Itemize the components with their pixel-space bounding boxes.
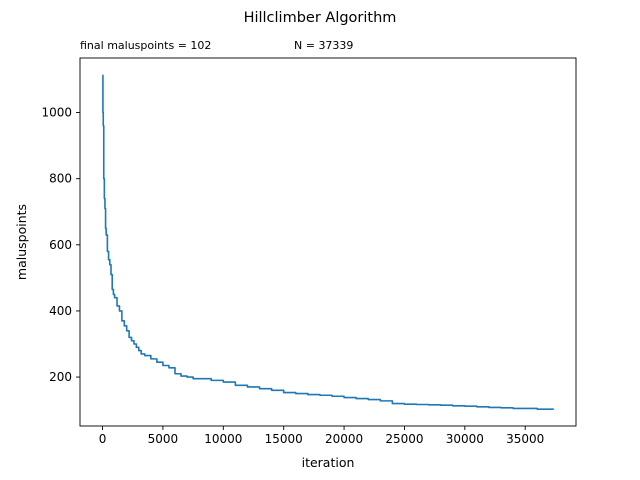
y-tick-label: 200 <box>49 370 72 384</box>
subtitle-final-maluspoints: final maluspoints = 102 <box>80 39 211 52</box>
x-tick-label: 25000 <box>385 432 423 446</box>
x-axis-ticks: 0 5000 10000 15000 20000 25000 30000 35000 <box>99 426 544 446</box>
axes-frame <box>79 57 577 427</box>
chart-title: Hillclimber Algorithm <box>244 10 397 26</box>
plot-area <box>102 74 555 410</box>
x-axis-label: iteration <box>302 455 355 470</box>
x-tick-label: 10000 <box>204 432 242 446</box>
x-tick-label: 30000 <box>446 432 484 446</box>
x-tick-label: 5000 <box>148 432 179 446</box>
y-axis-ticks: 200 400 600 800 1000 <box>41 106 80 384</box>
y-tick-label: 600 <box>49 238 72 252</box>
x-tick-label: 15000 <box>265 432 303 446</box>
y-tick-label: 400 <box>49 304 72 318</box>
series-line-0 <box>102 74 555 410</box>
y-tick-label: 800 <box>49 172 72 186</box>
y-axis-label: maluspoints <box>14 204 29 280</box>
y-tick-label: 1000 <box>41 106 72 120</box>
x-tick-label: 35000 <box>506 432 544 446</box>
x-tick-label: 0 <box>99 432 107 446</box>
x-tick-label: 20000 <box>325 432 363 446</box>
subtitle-iteration-count: N = 37339 <box>294 39 353 52</box>
